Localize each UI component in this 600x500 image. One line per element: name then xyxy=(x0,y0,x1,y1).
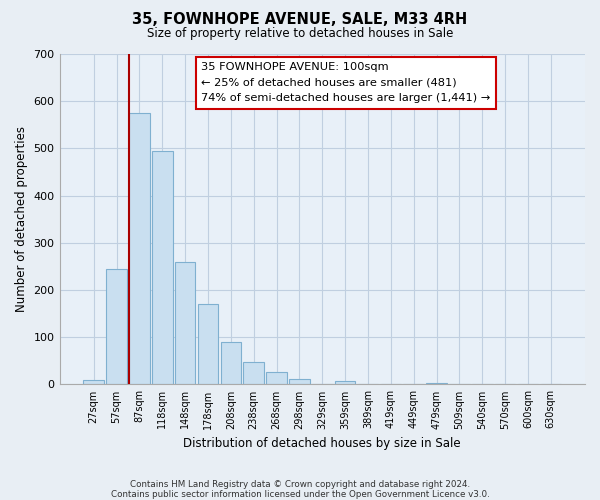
Bar xyxy=(426,383,447,384)
Bar xyxy=(175,262,196,384)
Bar xyxy=(83,380,104,384)
Text: Size of property relative to detached houses in Sale: Size of property relative to detached ho… xyxy=(147,28,453,40)
Text: 35, FOWNHOPE AVENUE, SALE, M33 4RH: 35, FOWNHOPE AVENUE, SALE, M33 4RH xyxy=(133,12,467,28)
Bar xyxy=(266,372,287,384)
X-axis label: Distribution of detached houses by size in Sale: Distribution of detached houses by size … xyxy=(184,437,461,450)
Bar xyxy=(335,381,355,384)
Bar xyxy=(221,342,241,384)
Bar xyxy=(244,362,264,384)
Bar xyxy=(289,379,310,384)
Y-axis label: Number of detached properties: Number of detached properties xyxy=(15,126,28,312)
Text: Contains HM Land Registry data © Crown copyright and database right 2024.: Contains HM Land Registry data © Crown c… xyxy=(130,480,470,489)
Text: 35 FOWNHOPE AVENUE: 100sqm
← 25% of detached houses are smaller (481)
74% of sem: 35 FOWNHOPE AVENUE: 100sqm ← 25% of deta… xyxy=(202,62,491,104)
Text: Contains public sector information licensed under the Open Government Licence v3: Contains public sector information licen… xyxy=(110,490,490,499)
Bar xyxy=(198,304,218,384)
Bar xyxy=(152,151,173,384)
Bar xyxy=(106,269,127,384)
Bar xyxy=(129,113,150,384)
